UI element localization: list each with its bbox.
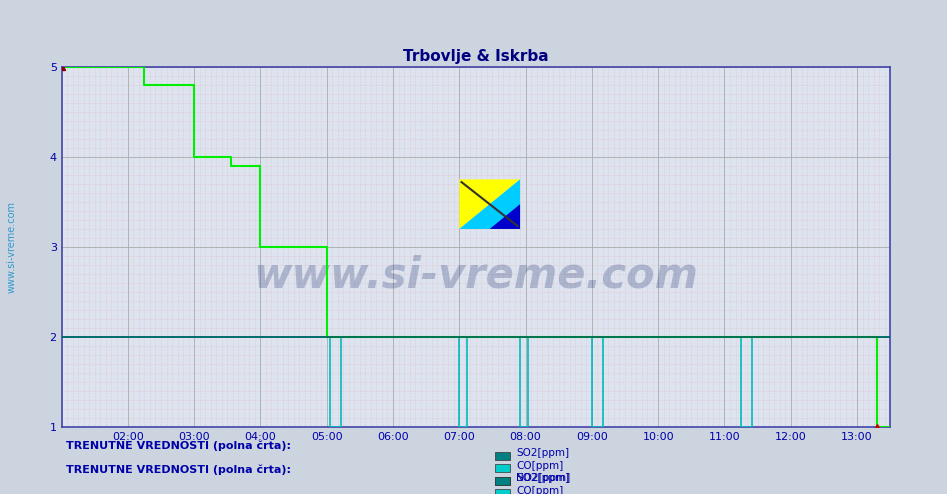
Title: Trbovlje & Iskrba: Trbovlje & Iskrba	[403, 49, 548, 64]
Text: CO[ppm]: CO[ppm]	[516, 461, 563, 471]
Text: SO2[ppm]: SO2[ppm]	[516, 449, 569, 458]
Text: SO2[ppm]: SO2[ppm]	[516, 473, 569, 483]
Polygon shape	[459, 179, 520, 229]
Text: TRENUTNE VREDNOSTI (polna črta):: TRENUTNE VREDNOSTI (polna črta):	[66, 440, 292, 451]
Text: NO2[ppm]: NO2[ppm]	[516, 473, 570, 483]
Polygon shape	[459, 179, 520, 229]
Text: www.si-vreme.com: www.si-vreme.com	[7, 201, 16, 293]
Polygon shape	[490, 204, 520, 229]
Text: www.si-vreme.com: www.si-vreme.com	[254, 255, 698, 297]
Text: CO[ppm]: CO[ppm]	[516, 486, 563, 494]
Text: TRENUTNE VREDNOSTI (polna črta):: TRENUTNE VREDNOSTI (polna črta):	[66, 465, 292, 475]
